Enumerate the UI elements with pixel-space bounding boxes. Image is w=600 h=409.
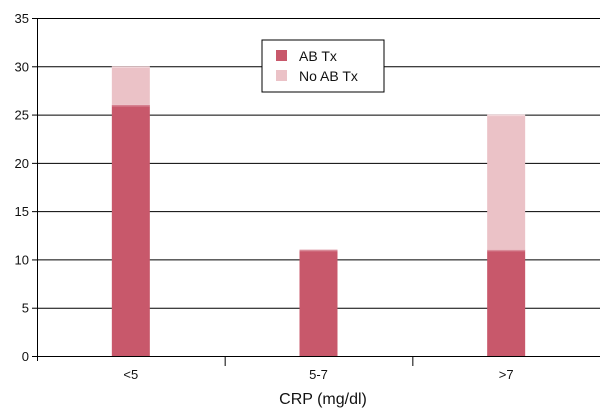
y-tick-label: 20 bbox=[15, 156, 29, 171]
x-tick-label: 5-7 bbox=[309, 367, 328, 382]
bar-ab-tx bbox=[299, 249, 338, 356]
bar-ab-tx bbox=[111, 104, 150, 357]
bars bbox=[111, 66, 526, 357]
bar-ab-tx bbox=[487, 249, 526, 356]
y-tick-label: 10 bbox=[15, 252, 29, 267]
legend: AB Tx No AB Tx bbox=[261, 39, 385, 93]
y-tick-label: 0 bbox=[22, 349, 29, 364]
y-tick-label: 25 bbox=[15, 108, 29, 123]
y-tick-label: 15 bbox=[15, 204, 29, 219]
legend-label: No AB Tx bbox=[299, 68, 358, 84]
x-tick-label: >7 bbox=[499, 367, 514, 382]
legend-box bbox=[261, 39, 385, 93]
y-tick-labels: 0 5 10 15 20 25 30 35 bbox=[15, 11, 37, 364]
y-tick-label: 5 bbox=[22, 301, 29, 316]
x-tick-label: <5 bbox=[123, 367, 138, 382]
legend-label: AB Tx bbox=[299, 48, 337, 64]
bar-no-ab-tx bbox=[487, 114, 526, 250]
x-axis-title: CRP (mg/dl) bbox=[279, 391, 367, 408]
y-tick-label: 35 bbox=[15, 11, 29, 26]
legend-swatch bbox=[276, 70, 287, 81]
y-tick-label: 30 bbox=[15, 59, 29, 74]
x-ticks: <5 5-7 >7 bbox=[123, 356, 514, 382]
legend-swatch bbox=[276, 50, 287, 61]
bar-no-ab-tx bbox=[111, 66, 150, 105]
